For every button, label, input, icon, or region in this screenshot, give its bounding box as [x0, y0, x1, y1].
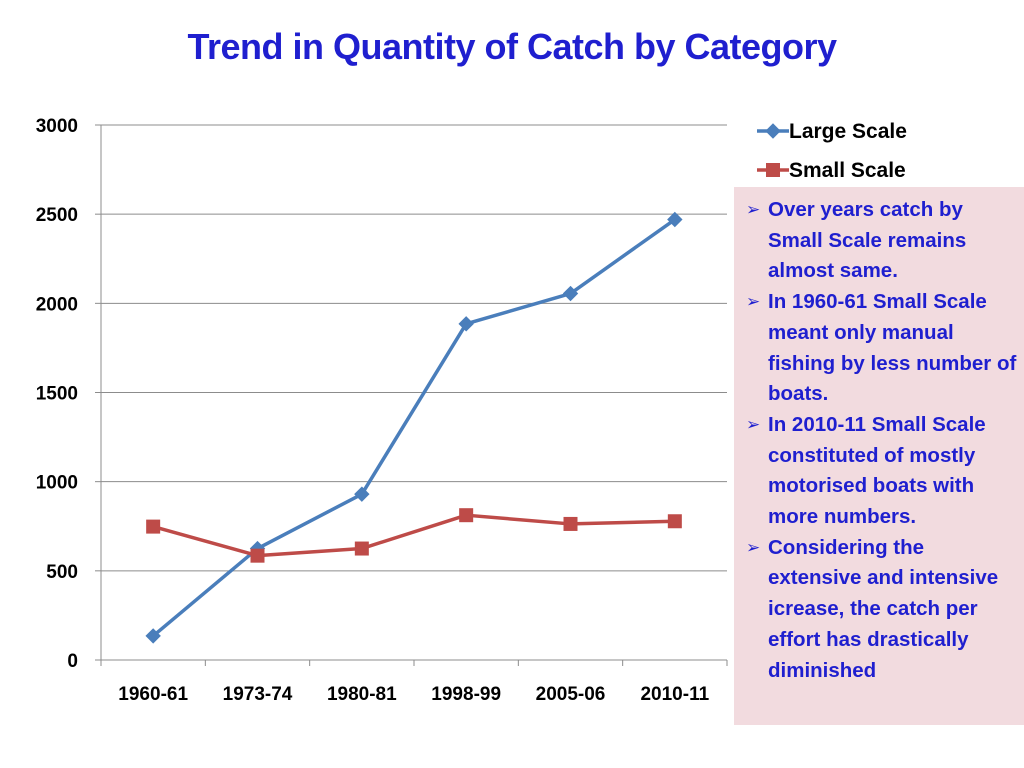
data-point — [562, 285, 579, 302]
x-tick-label: 1998-99 — [431, 684, 501, 705]
arrow-bullet-icon: ➢ — [746, 292, 761, 312]
note-item: ➢ Over years catch by Small Scale remain… — [746, 195, 1018, 287]
y-tick-label: 2500 — [36, 205, 78, 226]
chart-title: Trend in Quantity of Catch by Category — [187, 26, 837, 67]
arrow-bullet-icon: ➢ — [746, 537, 761, 557]
y-tick-label: 500 — [46, 562, 78, 583]
data-point — [354, 486, 370, 502]
data-series — [145, 211, 683, 644]
x-tick-label: 1960-61 — [118, 684, 188, 705]
note-item: ➢ In 2010-11 Small Scale constituted of … — [746, 410, 1018, 533]
y-tick-label: 0 — [67, 651, 78, 672]
data-point — [250, 548, 265, 563]
arrow-bullet-icon: ➢ — [746, 414, 761, 434]
legend-label: Large Scale — [789, 120, 907, 143]
axes: 0 500 1000 1500 2000 2500 3000 1960-61 1973-74 19… — [36, 116, 728, 705]
data-point — [667, 514, 682, 529]
y-tick-label: 3000 — [36, 116, 78, 137]
y-tick-label: 1500 — [36, 384, 78, 405]
note-text: Over years catch by Small Scale remains … — [768, 198, 967, 283]
note-item: ➢ In 1960-61 Small Scale meant only manu… — [746, 287, 1018, 410]
x-tick-label: 2005-06 — [536, 684, 606, 705]
x-tick-label: 2010-11 — [640, 684, 709, 705]
data-point — [459, 508, 474, 523]
data-point — [146, 519, 161, 534]
x-tick-label: 1980-81 — [327, 684, 397, 705]
legend-marker — [766, 163, 780, 177]
y-tick-label: 2000 — [36, 294, 78, 315]
small-scale-line — [152, 513, 675, 558]
data-point — [563, 516, 578, 531]
legend-label: Small Scale — [789, 159, 906, 182]
legend-marker — [765, 123, 781, 139]
arrow-bullet-icon: ➢ — [746, 200, 761, 219]
gridlines — [101, 124, 727, 572]
data-point — [667, 211, 683, 228]
legend: Large Scale Small Scale — [757, 120, 907, 182]
large-scale-line — [152, 218, 676, 638]
notes-panel: ➢ Over years catch by Small Scale remain… — [734, 187, 1024, 725]
note-text: In 1960-61 Small Scale meant only manual… — [768, 290, 1017, 406]
x-tick-label: 1973-74 — [223, 684, 293, 705]
note-text: Considering the extensive and intensive … — [768, 535, 999, 682]
data-point — [145, 628, 161, 644]
data-point — [458, 316, 474, 332]
note-item: ➢ Considering the extensive and intensiv… — [746, 533, 1018, 687]
data-point — [354, 541, 369, 556]
note-text: In 2010-11 Small Scale constituted of mo… — [768, 412, 986, 529]
y-tick-label: 1000 — [36, 473, 78, 494]
